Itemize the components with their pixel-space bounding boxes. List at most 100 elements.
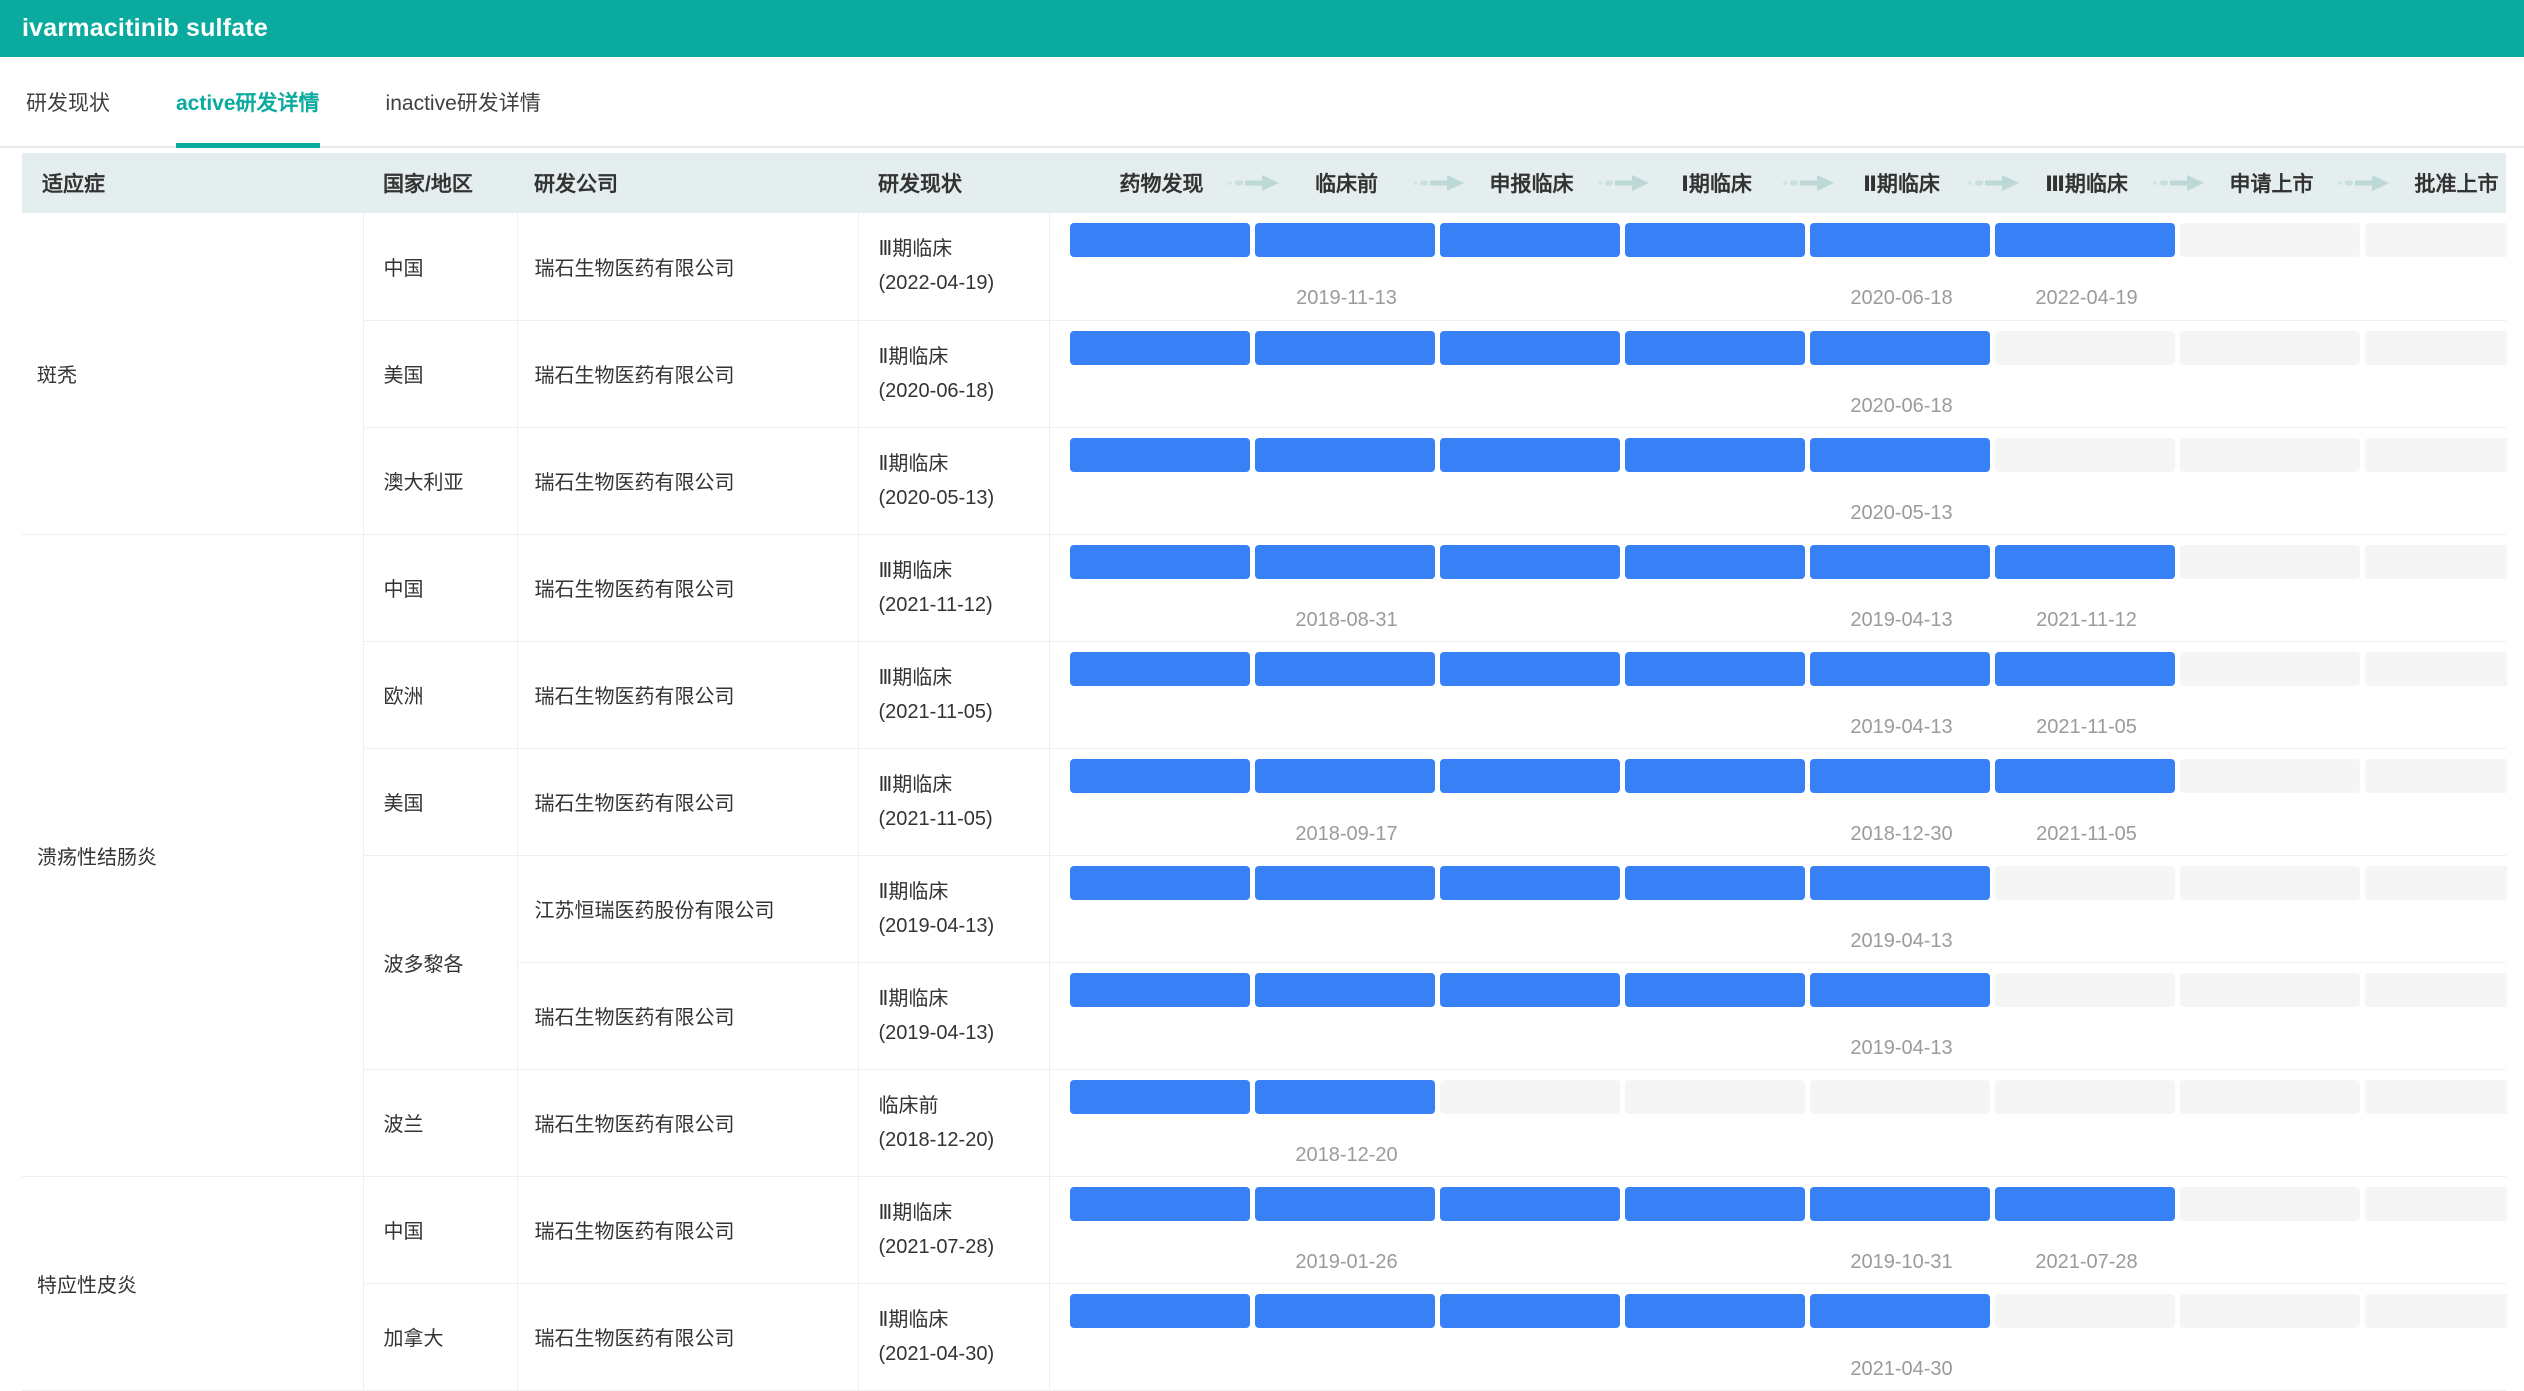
stage-bar-filled [1069, 1079, 1250, 1114]
stage-bar-filled [1439, 1293, 1620, 1328]
milestone-date: 2019-04-13 [1850, 715, 1953, 738]
stage-bar-empty [2179, 330, 2360, 365]
tab-research-status[interactable]: 研发现状 [26, 57, 110, 146]
stage-bar-filled [1994, 1186, 2175, 1221]
stage-bar-filled [1809, 865, 1990, 900]
table-body: 斑秃 中国 瑞石生物医药有限公司 Ⅲ期临床 (2022-04-19) 2019-11-13… [22, 213, 2507, 1391]
status-cell: Ⅱ期临床 (2021-04-30) [858, 1283, 1050, 1391]
stage-label: Ⅲ期临床 [2045, 173, 2128, 196]
stage-bar-empty [2179, 758, 2360, 793]
stage-bar-filled [1624, 972, 1805, 1007]
milestone-date: 2021-11-05 [2036, 715, 2137, 738]
stage-bar-filled [1439, 758, 1620, 793]
col-header-status: 研发现状 [858, 153, 1049, 213]
app-header: ivarmacitinib sulfate [0, 0, 2524, 57]
status-date: (2021-04-30) [878, 1342, 995, 1365]
col-header-stages: 药物发现 临床前 申报临床 Ⅰ期临床 Ⅱ期临床 Ⅲ期临床 申请上市 批准上市 [1049, 153, 2506, 213]
milestone-date: 2022-04-19 [2035, 287, 2138, 309]
indication-cell: 斑秃 [22, 213, 364, 535]
milestone-dates: 2018-12-20 [1070, 1140, 2507, 1170]
stage-bar-empty [2364, 651, 2507, 686]
status-date: (2019-04-13) [878, 1021, 995, 1044]
stage-header-7: 批准上市 [2364, 153, 2506, 213]
company-cell: 瑞石生物医药有限公司 [517, 962, 859, 1070]
stage-label: 申请上市 [2229, 173, 2314, 196]
stage-progress-cell: 2021-04-30 [1049, 1283, 2507, 1391]
stage-progress-cell: 2018-12-20 [1049, 1069, 2507, 1177]
stage-bar-filled [1254, 1293, 1435, 1328]
table-row: 澳大利亚 瑞石生物医药有限公司 Ⅱ期临床 (2020-05-13) 2020-05-13 [22, 427, 2507, 535]
stage-bar-empty [2364, 437, 2507, 472]
milestone-date: 2018-08-31 [1295, 608, 1398, 631]
milestone-dates: 2018-09-17 2018-12-30 2021-11-05 [1070, 819, 2507, 849]
status-cell: Ⅱ期临床 (2020-06-18) [858, 320, 1050, 428]
table-row: 欧洲 瑞石生物医药有限公司 Ⅲ期临床 (2021-11-05) 2019-04-13 20… [22, 641, 2507, 749]
stage-bar-filled [1809, 437, 1990, 472]
stage-label: Ⅰ期临床 [1681, 173, 1752, 196]
table-row: 加拿大 瑞石生物医药有限公司 Ⅱ期临床 (2021-04-30) 2021-04-30 [22, 1283, 2507, 1391]
milestone-date: 2021-07-28 [2035, 1250, 2138, 1273]
stage-progress-cell: 2019-11-13 2020-06-18 2022-04-19 [1049, 213, 2507, 321]
tab-active-details[interactable]: active研发详情 [176, 57, 320, 148]
stage-bar-filled [1069, 330, 1250, 365]
stage-progress-cell: 2018-08-31 2019-04-13 2021-11-12 [1049, 534, 2507, 642]
stage-bar-filled [1439, 865, 1620, 900]
stage-bar-empty [1994, 330, 2175, 365]
col-header-country: 国家/地区 [363, 153, 517, 213]
milestone-date: 2018-09-17 [1295, 822, 1398, 845]
indication-cell: 溃疡性结肠炎 [22, 534, 364, 1177]
status-phase: 临床前 [878, 1094, 939, 1117]
stage-bar-filled [1624, 330, 1805, 365]
stage-bar-empty [2364, 865, 2507, 900]
milestone-dates: 2019-04-13 [1070, 1033, 2507, 1063]
tab-inactive-details[interactable]: inactive研发详情 [386, 57, 541, 146]
status-phase: Ⅲ期临床 [878, 238, 953, 261]
stage-progress-cell: 2019-04-13 2021-11-05 [1049, 641, 2507, 749]
stage-bar-filled [1439, 223, 1620, 257]
country-cell: 波兰 [363, 1069, 518, 1177]
table-row: 美国 瑞石生物医药有限公司 Ⅲ期临床 (2021-11-05) 2018-09-17 20… [22, 748, 2507, 856]
table-row: 斑秃 中国 瑞石生物医药有限公司 Ⅲ期临床 (2022-04-19) 2019-11-13… [22, 213, 2507, 535]
milestone-date: 2019-11-13 [1296, 287, 1397, 309]
stage-bar-filled [1439, 330, 1620, 365]
stage-bar-empty [2364, 758, 2507, 793]
company-cell: 瑞石生物医药有限公司 [517, 427, 859, 535]
milestone-date: 2019-04-13 [1850, 929, 1953, 952]
status-date: (2020-05-13) [878, 486, 995, 509]
stage-bar-empty [2179, 972, 2360, 1007]
table-row: 美国 瑞石生物医药有限公司 Ⅱ期临床 (2020-06-18) 2020-06-18 [22, 320, 2507, 428]
stage-bar-filled [1809, 1186, 1990, 1221]
status-phase: Ⅲ期临床 [878, 559, 953, 582]
stage-bar-filled [1624, 1186, 1805, 1221]
stage-bar-filled [1809, 651, 1990, 686]
country-cell: 中国 [363, 534, 518, 642]
stage-bars [1069, 544, 2507, 579]
milestone-dates: 2019-01-26 2019-10-31 2021-07-28 [1070, 1247, 2507, 1277]
table-header-row: 适应症 国家/地区 研发公司 研发现状 药物发现 临床前 申报临床 Ⅰ期临床 Ⅱ期临床 Ⅲ… [22, 153, 2506, 213]
status-phase: Ⅲ期临床 [878, 1201, 953, 1224]
status-cell: Ⅲ期临床 (2021-07-28) [858, 1176, 1050, 1284]
company-cell: 瑞石生物医药有限公司 [517, 534, 859, 642]
status-date: (2020-06-18) [878, 379, 995, 402]
stage-bar-filled [1624, 437, 1805, 472]
status-phase: Ⅲ期临床 [878, 666, 953, 689]
stage-bar-filled [1254, 544, 1435, 579]
right-arrow-icon [1598, 175, 1649, 191]
tab-label: active研发详情 [176, 91, 320, 115]
right-arrow-icon [2338, 175, 2389, 191]
stage-bar-empty [1624, 1079, 1805, 1114]
stage-bar-empty [2364, 330, 2507, 365]
company-cell: 瑞石生物医药有限公司 [517, 1176, 859, 1284]
status-phase: Ⅱ期临床 [878, 1308, 949, 1331]
status-date: (2021-11-12) [878, 593, 993, 616]
table-row: 波兰 瑞石生物医药有限公司 临床前 (2018-12-20) 2018-12-20 [22, 1069, 2507, 1177]
stage-bar-filled [1069, 1186, 1250, 1221]
company-cell: 瑞石生物医药有限公司 [517, 213, 859, 321]
stage-bar-empty [2364, 1079, 2507, 1114]
stage-bar-filled [1254, 758, 1435, 793]
stage-bars [1069, 758, 2507, 793]
stage-bar-empty [1994, 972, 2175, 1007]
stage-bars [1069, 330, 2507, 365]
stage-bar-filled [1809, 972, 1990, 1007]
milestone-date: 2020-06-18 [1850, 394, 1953, 417]
